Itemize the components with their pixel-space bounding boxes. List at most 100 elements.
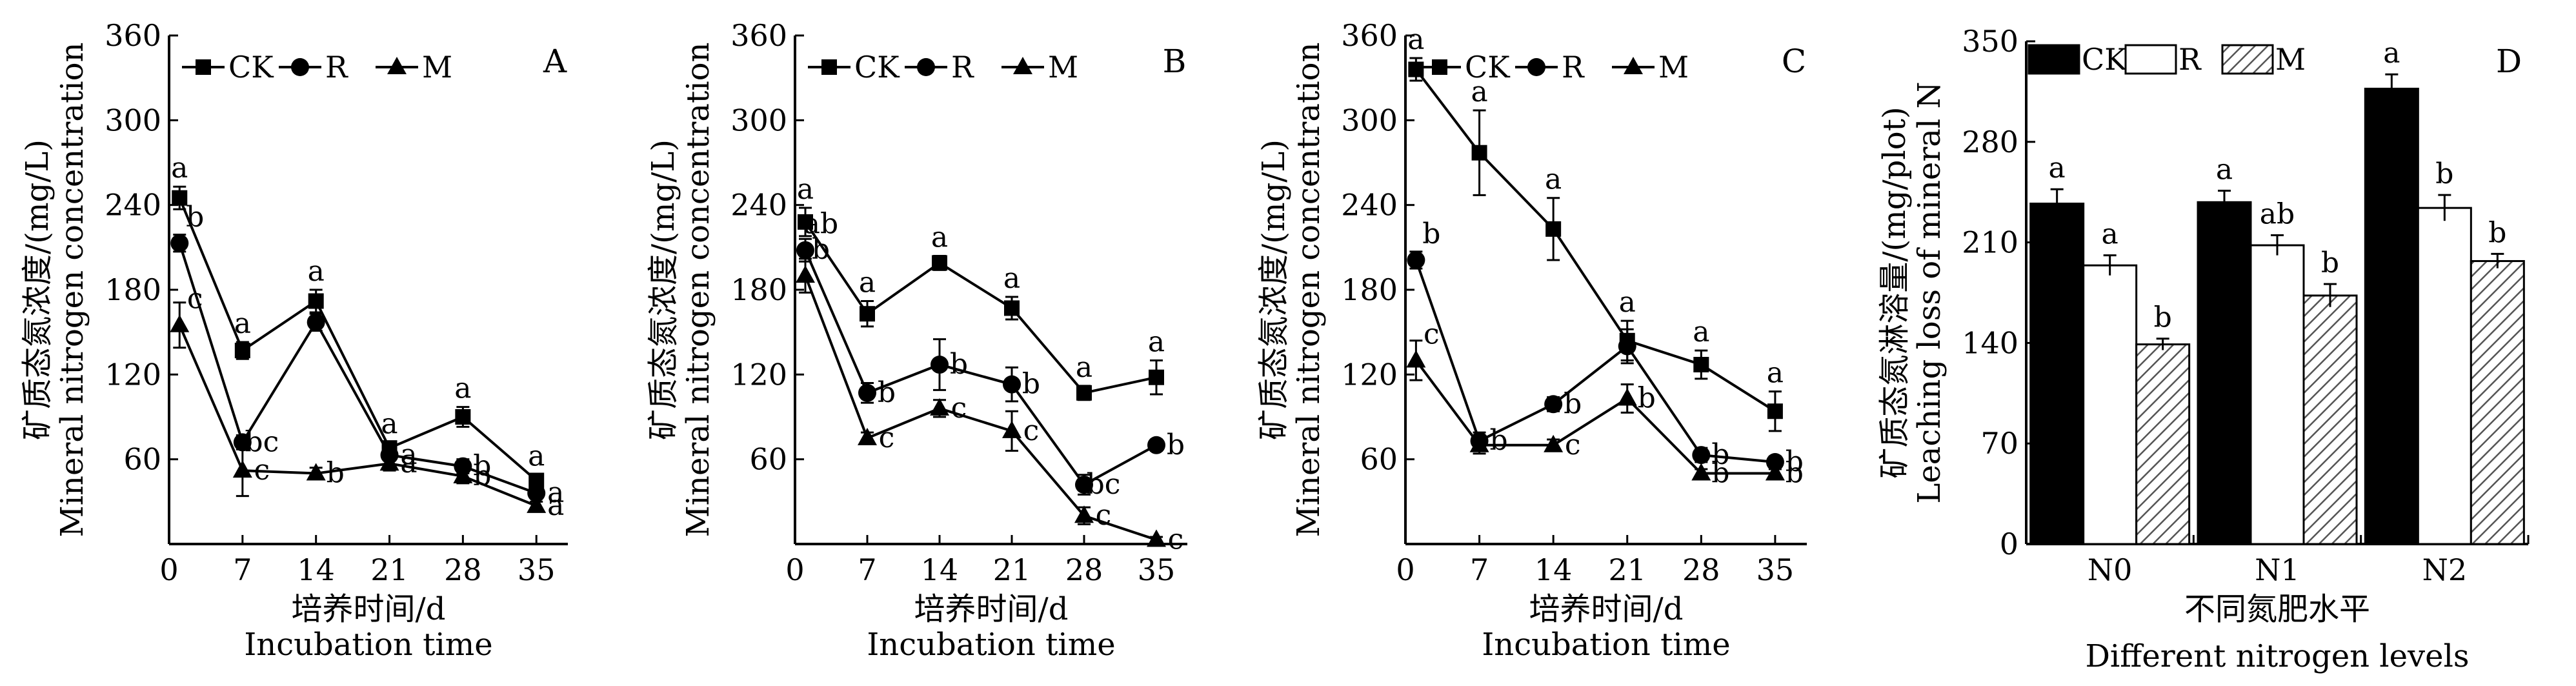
bar-CK xyxy=(2197,201,2252,545)
significance-label: a xyxy=(1148,325,1165,358)
panel-label: D xyxy=(2496,43,2522,80)
y-tick-label: 300 xyxy=(1341,103,1398,137)
legend-label: M xyxy=(1658,50,1689,85)
data-point-R xyxy=(1766,453,1784,472)
y-tick-label: 0 xyxy=(2000,527,2018,561)
significance-label: ab xyxy=(2260,197,2295,230)
legend-label: R xyxy=(951,50,974,85)
significance-label: b xyxy=(1167,429,1185,461)
x-axis-title-cn: 培养时间/d xyxy=(914,591,1069,627)
series-CK: a a a a a a xyxy=(1407,23,1784,432)
bar-R xyxy=(2082,264,2138,545)
significance-label: a xyxy=(1003,262,1020,295)
x-axis-title-en: Incubation time xyxy=(244,627,492,663)
y-axis-title-cn: 矿质态氮浓度/(mg/L) xyxy=(19,139,55,440)
y-tick-label: 240 xyxy=(1341,188,1398,223)
x-tick-label: 28 xyxy=(1065,552,1103,587)
data-point-CK xyxy=(1545,221,1562,237)
data-point-CK xyxy=(1693,357,1709,373)
significance-label: b xyxy=(2321,247,2339,279)
data-point-M xyxy=(232,460,252,478)
legend-label: CK xyxy=(1465,50,1511,85)
y-tick-label: 180 xyxy=(730,272,787,307)
x-tick-label: 0 xyxy=(1396,552,1414,587)
panel-label: B xyxy=(1163,43,1187,80)
significance-label: c xyxy=(1096,499,1112,532)
y-tick-label: 120 xyxy=(1341,357,1398,392)
y-axis-title-en: Mineral nitrogen concentration xyxy=(54,43,90,538)
legend-marker-M xyxy=(1013,57,1032,74)
x-tick-label: 0 xyxy=(785,552,804,587)
series-line-M xyxy=(1414,359,1775,475)
significance-label: a xyxy=(308,255,325,288)
series-line-M xyxy=(804,275,1157,541)
significance-label: b xyxy=(2435,157,2453,190)
significance-label: b xyxy=(1711,438,1729,471)
data-point-CK xyxy=(1471,145,1487,161)
bar-CK xyxy=(2029,203,2085,545)
x-tick-label: N0 xyxy=(2088,552,2133,587)
data-point-R xyxy=(858,383,876,402)
significance-label: a xyxy=(2102,218,2118,251)
y-tick-label: 240 xyxy=(730,188,787,223)
data-point-R xyxy=(1075,476,1093,494)
data-point-CK xyxy=(1408,61,1424,77)
data-point-M xyxy=(1544,434,1564,452)
significance-label: a xyxy=(454,372,471,405)
data-point-M xyxy=(1765,463,1785,481)
series-R: bbc a ba xyxy=(170,201,564,509)
series-M: c c b a b a xyxy=(170,283,564,522)
x-tick-label: N2 xyxy=(2422,552,2468,587)
significance-label: b xyxy=(1786,445,1804,478)
data-point-CK xyxy=(172,190,188,206)
legend-marker-R xyxy=(917,58,935,76)
significance-label: b xyxy=(1564,387,1582,420)
data-point-R xyxy=(233,433,252,452)
significance-label: c xyxy=(1023,414,1040,447)
significance-label: a xyxy=(931,221,948,254)
bar-R xyxy=(2417,207,2472,545)
x-tick-label: 14 xyxy=(297,552,335,587)
significance-label: b xyxy=(878,376,896,409)
y-tick-label: 360 xyxy=(1341,18,1398,53)
x-tick-label: 21 xyxy=(1608,552,1646,587)
legend-swatch-CK xyxy=(2028,44,2080,75)
bar-CK xyxy=(2364,87,2419,545)
data-point-M xyxy=(379,453,399,471)
panel-C: 60 120 180 240 300 360 0 7 14 21 28 35 培养时间/dIncubat… xyxy=(1256,18,1807,663)
panel-A: 60 120 180 240 300 360 0 7 14 21 28 35 培养时间/dIncubat… xyxy=(19,18,568,663)
data-point-CK xyxy=(1149,369,1164,385)
y-axis-title-en: Leaching loss of mineral N xyxy=(1911,82,1947,504)
data-point-R xyxy=(1692,446,1711,465)
significance-label: a xyxy=(547,489,564,522)
legend-swatch-R xyxy=(2124,44,2177,75)
x-tick-label: 0 xyxy=(159,552,178,587)
significance-label: bc xyxy=(245,425,279,458)
y-tick-label: 300 xyxy=(105,103,161,137)
y-axis-title-cn: 矿质态氮浓度/(mg/L) xyxy=(1256,139,1292,440)
y-tick-label: 300 xyxy=(730,103,787,137)
significance-label: a xyxy=(859,267,876,299)
significance-label: bc xyxy=(1087,468,1121,501)
bar-M xyxy=(2470,260,2525,545)
legend-label: M xyxy=(1048,50,1078,85)
data-point-CK xyxy=(308,293,324,309)
x-tick-label: 21 xyxy=(370,552,408,587)
legend-label: R xyxy=(325,50,348,85)
data-point-R xyxy=(1003,375,1021,394)
data-point-R xyxy=(170,234,189,252)
legend-swatch-M xyxy=(2221,44,2274,75)
legend-label: CK xyxy=(2082,42,2128,77)
data-point-R xyxy=(796,241,814,259)
significance-label: c xyxy=(951,392,967,425)
significance-label: a xyxy=(1076,351,1092,384)
x-axis-title-en: Incubation time xyxy=(1482,627,1730,663)
legend-marker-M xyxy=(387,57,407,74)
x-axis-title-cn: 不同氮肥水平 xyxy=(2184,591,2370,627)
series-line-CK xyxy=(804,221,1157,394)
x-tick-label: 14 xyxy=(1535,552,1573,587)
significance-label: b xyxy=(473,450,491,483)
